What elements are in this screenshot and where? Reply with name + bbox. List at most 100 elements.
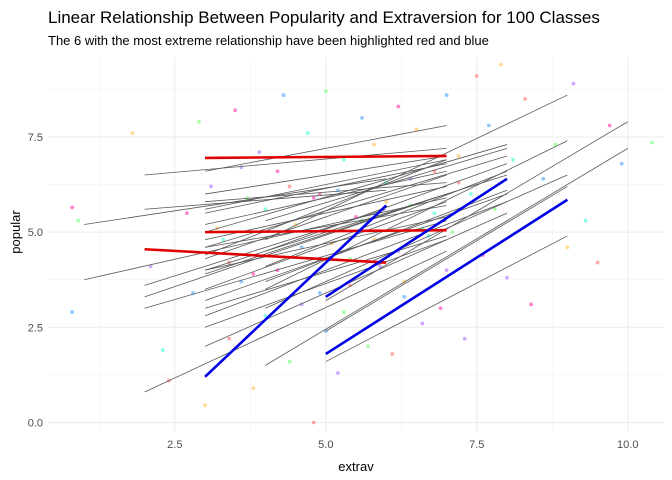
class-regression-line	[325, 186, 568, 332]
highlighted-lines	[144, 154, 569, 378]
highlight-blue-line	[325, 177, 508, 298]
data-point	[529, 302, 534, 307]
class-regression-line	[204, 235, 447, 309]
y-tick-label: 5.0	[28, 227, 43, 239]
data-point	[432, 211, 437, 215]
class-regression-line	[325, 235, 568, 362]
data-point	[257, 150, 262, 155]
data-point	[281, 93, 286, 97]
data-point	[221, 237, 226, 242]
data-point	[384, 199, 389, 204]
class-regression-line	[265, 140, 568, 290]
class-regression-line	[204, 201, 447, 290]
class-regression-line	[144, 250, 447, 393]
chart-title: Linear Relationship Between Popularity a…	[48, 8, 600, 27]
data-point	[70, 205, 75, 210]
data-point	[499, 62, 503, 67]
class-regression-line	[204, 239, 447, 328]
class-regression-line	[265, 170, 508, 267]
y-axis-title: popular	[8, 210, 23, 254]
data-point	[450, 230, 455, 235]
y-tick-label: 2.5	[28, 322, 43, 334]
x-axis-ticks: 2.5 5.0 7.5 10.0	[167, 439, 638, 451]
data-point	[342, 310, 346, 314]
class-regression-line	[265, 174, 568, 309]
class-regression-line	[144, 193, 447, 298]
highlight-blue-line	[204, 204, 388, 378]
class-regression-line	[204, 212, 508, 347]
data-point	[287, 184, 292, 189]
data-point	[444, 268, 449, 273]
data-point	[342, 157, 346, 162]
data-point	[317, 291, 322, 295]
data-point	[444, 93, 449, 97]
data-point	[335, 371, 340, 375]
x-tick-label: 2.5	[167, 439, 182, 451]
class-regression-line	[204, 201, 508, 317]
data-point	[148, 264, 153, 269]
data-point	[233, 108, 238, 113]
data-point	[607, 123, 612, 128]
data-point	[396, 104, 401, 109]
data-point	[287, 359, 292, 364]
data-point	[456, 154, 461, 158]
y-tick-label: 7.5	[28, 132, 43, 144]
class-regression-line	[265, 148, 628, 366]
highlight-red-line	[144, 247, 387, 264]
class-regression-line	[204, 144, 508, 233]
data-point	[650, 140, 654, 145]
data-point	[378, 264, 383, 269]
data-point	[462, 336, 467, 341]
data-point	[523, 96, 527, 101]
data-point	[366, 344, 370, 349]
data-point	[390, 352, 395, 356]
highlight-red-line	[205, 154, 447, 160]
class-regression-line	[144, 220, 447, 309]
class-regression-line	[265, 163, 508, 252]
class-regression-line	[204, 216, 447, 271]
data-point	[402, 294, 407, 299]
data-point	[160, 348, 165, 353]
class-regression-line	[144, 147, 447, 176]
y-axis-ticks: 0.0 2.5 5.0 7.5	[28, 132, 43, 430]
x-tick-label: 7.5	[469, 439, 484, 451]
data-point	[511, 157, 515, 162]
data-point	[70, 310, 75, 314]
data-point	[468, 192, 473, 196]
data-point	[505, 275, 509, 280]
class-regression-line	[204, 159, 447, 256]
data-point	[438, 306, 443, 311]
data-point	[360, 116, 364, 120]
data-point	[571, 81, 576, 86]
data-point	[414, 127, 419, 132]
data-point	[553, 142, 558, 147]
data-point	[493, 207, 497, 212]
data-point	[583, 218, 588, 223]
class-regression-line	[84, 197, 447, 281]
highlight-red-line	[205, 228, 447, 234]
class-regression-line	[144, 208, 387, 286]
data-point	[311, 420, 316, 425]
class-regression-line	[204, 193, 447, 275]
data-point	[311, 195, 316, 200]
data-point	[619, 161, 624, 166]
data-point	[372, 142, 377, 147]
class-regression-line	[204, 159, 447, 210]
class-regression-line	[204, 170, 447, 225]
data-point	[275, 169, 280, 174]
data-point	[251, 272, 256, 276]
data-point	[185, 211, 189, 215]
data-point	[227, 336, 232, 341]
data-point	[209, 184, 213, 189]
class-lines	[84, 94, 628, 393]
x-axis-title: extrav	[338, 459, 374, 474]
data-point	[197, 119, 201, 124]
data-point	[323, 89, 328, 94]
x-tick-label: 10.0	[617, 439, 638, 451]
data-point	[317, 192, 322, 196]
data-point	[203, 403, 207, 408]
y-tick-label: 0.0	[28, 417, 43, 429]
x-tick-label: 5.0	[318, 439, 333, 451]
data-point	[130, 131, 135, 136]
class-regression-line	[204, 155, 447, 195]
